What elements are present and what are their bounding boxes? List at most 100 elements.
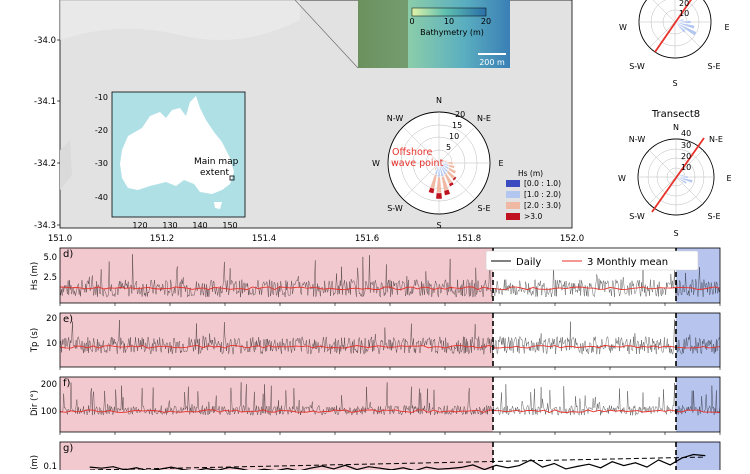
shoreline-point [171,467,172,468]
compass-label: N-W [629,135,646,144]
panel-letter: f) [63,378,71,389]
rose-ring-label: 20 [679,0,689,8]
compass-label: E [724,23,729,32]
rose-ring-label: 40 [681,129,691,138]
compass-label: N [436,96,442,105]
compass-label: S-E [477,204,490,213]
shoreline-point [496,465,497,466]
inset-x-tick: 120 [132,221,147,230]
shoreline-point [240,468,241,469]
y-axis-label: Dir (°) [30,390,40,416]
inset-y-tick: -30 [95,159,108,168]
transect8-title: Transect8 [651,109,700,120]
panel-letter: g) [63,443,73,454]
map-y-tick: -34.1 [34,97,56,107]
shoreline-point [646,467,647,468]
colorbar-tick: 0 [409,17,414,26]
shoreline-point [322,466,323,467]
map-x-tick: 151.6 [355,234,379,244]
compass-label: S-W [387,204,403,213]
compass-label: W [619,23,627,32]
colorbar-tick: 20 [481,17,491,26]
map-x-axis: 151.0 151.2 151.4 151.6 151.8 152.0 [48,234,584,244]
shoreline-point [623,465,624,466]
shoreline-point [519,465,520,466]
shoreline-point [345,465,346,466]
inset-x-tick: 130 [162,221,177,230]
shoreline-point [90,467,91,468]
bathymetry-colorbar [412,8,486,16]
hs-legend-entry: [2.0 : 3.0) [524,201,561,210]
rose-ring-label: 20 [455,110,465,119]
y-tick: 100 [41,407,57,417]
ts-legend-daily: Daily [516,257,541,268]
y-tick: 20 [46,314,57,324]
map-x-tick: 151.2 [150,234,174,244]
rose-ring-label: 10 [681,163,691,172]
inset-y-tick: -10 [95,93,108,102]
compass-label: S [672,79,677,88]
shoreline-point [368,466,369,467]
time-series-panels [60,248,720,470]
y-tick: 2.5 [43,273,57,283]
hs-legend-entry: >3.0 [524,212,542,221]
shoreline-point [670,464,671,465]
shoreline-point [565,468,566,469]
shoreline-point [600,467,601,468]
shoreline-point [577,466,578,467]
inset-y-tick: -40 [95,193,108,202]
compass-label: S [436,221,441,230]
post-period-shade [676,377,720,432]
inset-label: extent [200,168,229,178]
shoreline-point [658,459,659,460]
y-tick: 5.0 [43,253,57,263]
rose-bar [436,193,442,199]
transect-top-rose: 20 10 W E S-W S S-E [619,0,729,88]
inset-label: Main map [194,157,239,167]
compass-label: S-E [707,62,720,71]
compass-label: S-E [707,212,720,221]
compass-label: E [726,174,731,183]
pre-period-shade [60,313,493,367]
compass-label: W [372,159,380,168]
shoreline-point [101,468,102,469]
shoreline-point [113,466,114,467]
rose-ring-label: 10 [679,9,689,18]
shoreline-point [705,455,706,456]
compass-label: N-W [387,114,404,123]
shoreline-point [380,468,381,469]
ts-legend: Daily 3 Monthly mean [486,251,698,270]
y-tick: 200 [41,380,57,390]
bathymetry-inset: 0 10 20 Bathymetry (m) 200 m [358,0,510,68]
map-y-tick: -34.2 [34,159,56,169]
transect8-rose: Transect8 40 30 20 10 N N-E E S-E S S-W … [618,109,731,238]
pre-period-shade [60,248,493,303]
y-tick: 10 [46,339,57,349]
shoreline-point [287,468,288,469]
panel-letter: e) [63,314,73,325]
map-x-tick: 151.4 [252,234,276,244]
panel-g [60,442,720,470]
colorbar-label: Bathymetry (m) [420,28,484,37]
shoreline-point [612,461,613,462]
panel-letter: d) [63,249,73,260]
shoreline-point [136,467,137,468]
offshore-point-label: wave point [391,158,444,169]
map-panel: -34.0 -34.1 -34.2 -34.3 151.0 151.2 151.… [34,0,584,244]
rose-bar [447,162,453,164]
y-tick: 0.1 [43,462,57,470]
shoreline-point [206,468,207,469]
compass-label: S-W [629,212,645,221]
shoreline-point [403,467,404,468]
scale-bar-label: 200 m [479,58,505,67]
post-period-shade [676,313,720,367]
rose-ring-label: 30 [681,141,691,150]
map-x-tick: 151.0 [48,234,72,244]
rose-ring-label: 15 [452,121,462,130]
rose-ring-label: 10 [449,132,459,141]
compass-label: W [618,174,626,183]
inset-x-tick: 140 [192,221,207,230]
colorbar-tick: 10 [444,17,454,26]
post-period-shade [676,442,720,470]
compass-label: N-E [709,135,723,144]
